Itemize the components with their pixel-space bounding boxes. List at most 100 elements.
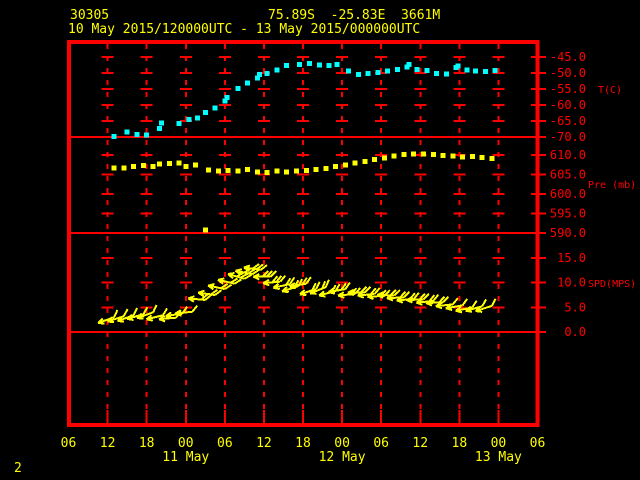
wind-barb-line <box>227 272 235 276</box>
wind-barb-line <box>337 291 345 297</box>
temperature-point <box>326 63 332 69</box>
y-tick-label: -60.0 <box>550 98 586 112</box>
temperature-point <box>235 86 241 92</box>
wind-barb-line <box>328 287 335 293</box>
wind-barb <box>376 289 401 299</box>
wind-barb-line <box>116 315 123 322</box>
temperature-point <box>254 75 260 81</box>
wind-barb-series <box>97 263 497 325</box>
pressure-point <box>333 164 339 170</box>
temperature-point <box>256 71 262 77</box>
y-tick-label: 10.0 <box>557 276 586 290</box>
wind-barb-line <box>243 264 251 269</box>
pressure-point <box>303 168 309 174</box>
time-period: 10 May 2015/120000UTC - 13 May 2015/0000… <box>68 22 421 37</box>
wind-barb-line <box>418 293 426 301</box>
wind-barb-line <box>376 291 384 296</box>
wind-barb-line <box>412 292 420 300</box>
temperature-point <box>334 61 340 67</box>
wind-barb <box>445 298 468 311</box>
y-tick-label: 15.0 <box>557 251 586 265</box>
wind-barb-line <box>315 281 321 290</box>
wind-barb-line <box>366 292 374 298</box>
temperature-point <box>473 68 479 74</box>
wind-barb-line <box>324 279 330 288</box>
station-location: 75.89S -25.83E 3661M <box>268 8 441 23</box>
temperature-point <box>124 129 130 135</box>
pressure-point <box>235 168 241 174</box>
temperature-point <box>307 61 313 67</box>
wind-barb-line <box>364 286 372 294</box>
wind-barb-line <box>97 317 104 324</box>
wind-barb <box>217 277 242 285</box>
wind-barb <box>425 295 450 307</box>
wind-barb <box>475 298 497 313</box>
wind-barb-line <box>340 282 347 291</box>
pressure-point <box>293 168 299 174</box>
temperature-point <box>385 68 391 74</box>
pressure-point <box>372 156 378 162</box>
axis-ticks <box>106 56 546 423</box>
wind-barb <box>207 283 233 291</box>
wind-barb-line <box>299 289 306 296</box>
wind-barb <box>187 293 213 303</box>
y-tick-label: 595.0 <box>550 207 586 221</box>
temperature-point <box>194 115 200 121</box>
wind-barb-line <box>107 316 114 323</box>
temperature-point <box>157 125 163 131</box>
pressure-point <box>450 153 456 159</box>
temperature-axis-title: T(C) <box>598 85 622 96</box>
pressure-point <box>111 165 117 171</box>
pressure-point <box>166 161 172 167</box>
y-tick-label: 600.0 <box>550 187 586 201</box>
grid-lines <box>101 44 505 424</box>
x-tick-label: 12 <box>100 436 116 451</box>
wind-barb-line <box>261 270 269 278</box>
y-tick-label: 605.0 <box>550 168 586 182</box>
wind-barb-line <box>162 307 168 316</box>
pressure-point <box>140 163 146 169</box>
wind-barb-line <box>445 304 463 310</box>
wind-barb <box>197 288 223 298</box>
wind-barb-line <box>396 296 403 302</box>
wind-barb-line <box>403 290 411 299</box>
wind-barb-line <box>265 270 273 278</box>
pressure-point <box>264 170 270 176</box>
wind-barb-line <box>357 291 364 297</box>
wind-barb-line <box>301 277 308 285</box>
pressure-point <box>430 152 436 158</box>
pressure-point <box>460 154 466 160</box>
temperature-point <box>111 133 117 139</box>
wind-barb <box>126 306 149 321</box>
x-tick-label: 00 <box>491 436 507 451</box>
wind-barb-line <box>158 316 177 321</box>
temperature-point <box>224 95 230 101</box>
wind-barb-line <box>260 264 268 271</box>
pressure-point <box>352 160 358 166</box>
temperature-point <box>134 131 140 137</box>
y-tick-label: 610.0 <box>550 148 586 162</box>
temperature-point <box>264 70 270 76</box>
wind-barb-line <box>452 297 459 306</box>
wind-barb-line <box>243 273 252 280</box>
pressure-point <box>245 166 251 172</box>
temperature-point <box>406 62 412 68</box>
temperature-point <box>414 66 420 72</box>
pressure-point <box>202 227 208 233</box>
temperature-point <box>365 71 371 77</box>
wind-barb-line <box>234 278 242 285</box>
wind-barb-line <box>197 289 205 294</box>
x-tick-label: 06 <box>217 436 233 451</box>
pressure-point <box>411 151 417 157</box>
wind-barb-line <box>174 309 182 315</box>
date-label: 13 May <box>475 450 522 465</box>
wind-barb-line <box>142 306 149 315</box>
wind-barb <box>145 307 168 322</box>
wind-barb-line <box>207 283 215 287</box>
x-tick-label: 00 <box>178 436 194 451</box>
temperature-point <box>159 120 165 126</box>
temperature-point <box>202 110 208 116</box>
x-tick-label: 06 <box>373 436 389 451</box>
temperature-point <box>186 117 192 123</box>
y-tick-label: -65.0 <box>550 114 586 128</box>
